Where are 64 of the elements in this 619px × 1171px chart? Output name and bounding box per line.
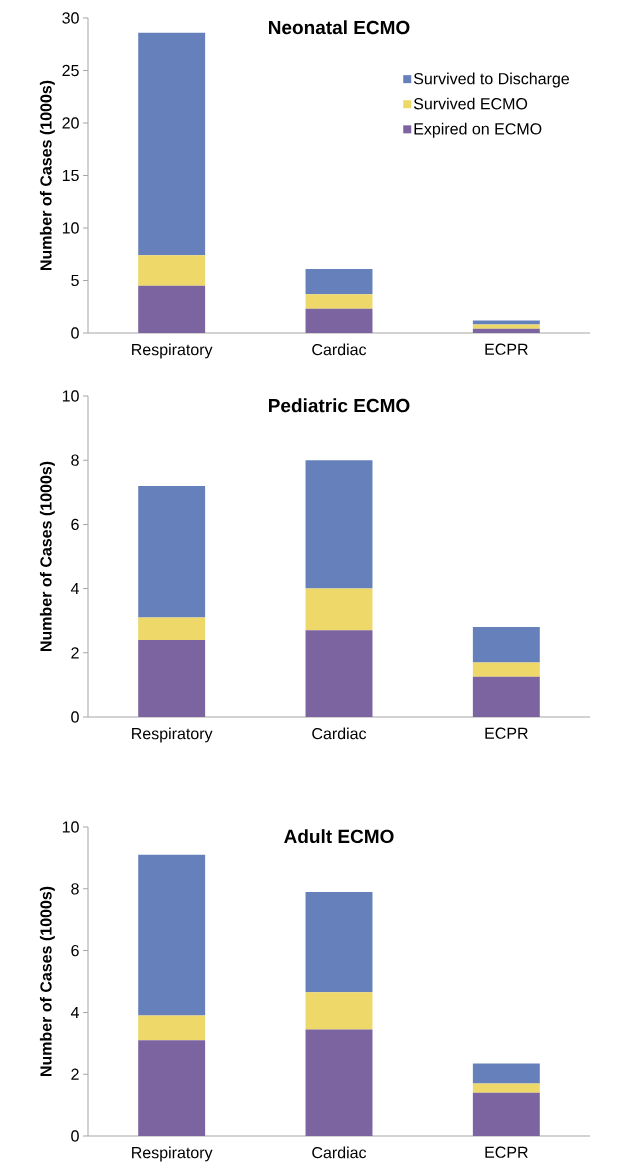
bar bbox=[472, 1063, 540, 1084]
chart-title: Adult ECMO bbox=[284, 829, 394, 844]
bar bbox=[138, 1015, 206, 1041]
bar bbox=[305, 1029, 373, 1136]
legend-label: Survived to Discharge bbox=[413, 72, 569, 88]
bar bbox=[472, 324, 540, 329]
bar bbox=[305, 308, 373, 333]
bar bbox=[305, 268, 373, 295]
x-tick-label: Respiratory bbox=[132, 343, 213, 359]
x-tick-label: Respiratory bbox=[132, 727, 213, 743]
y-tick-label: 4 bbox=[70, 583, 79, 595]
y-axis-title: Number of Cases (1000s) bbox=[39, 886, 55, 1077]
bar bbox=[472, 1092, 540, 1136]
bar bbox=[472, 676, 540, 717]
y-tick-label: 30 bbox=[62, 12, 79, 24]
y-tick-label: 8 bbox=[71, 454, 79, 466]
bar bbox=[472, 627, 540, 663]
y-tick-label: 10 bbox=[62, 821, 79, 833]
bar bbox=[472, 662, 540, 677]
bar bbox=[305, 460, 373, 589]
x-tick-label: Cardiac bbox=[312, 343, 367, 356]
bar bbox=[305, 630, 373, 717]
y-tick-label: 10 bbox=[62, 390, 79, 402]
legend-label: Survived ECMO bbox=[413, 97, 528, 110]
y-tick-label: 5 bbox=[71, 274, 79, 287]
x-tick-label: ECPR bbox=[485, 343, 528, 355]
y-tick-label: 25 bbox=[62, 64, 79, 77]
x-tick-label: ECPR bbox=[485, 727, 528, 739]
y-axis-title: Number of Cases (1000s) bbox=[39, 461, 55, 652]
y-tick-label: 15 bbox=[62, 169, 79, 182]
chart-title: Neonatal ECMO bbox=[269, 20, 410, 35]
legend-label: Expired on ECMO bbox=[414, 122, 542, 138]
bar bbox=[138, 617, 206, 640]
y-tick-label: 10 bbox=[62, 222, 79, 234]
y-tick-label: 2 bbox=[71, 647, 79, 659]
x-tick-label: ECPR bbox=[485, 1146, 528, 1158]
bar bbox=[305, 891, 373, 993]
bar bbox=[472, 328, 540, 333]
bar bbox=[138, 854, 206, 1016]
y-tick-label: 0 bbox=[71, 327, 79, 339]
bar bbox=[138, 32, 206, 256]
bar bbox=[138, 485, 206, 618]
y-tick-label: 20 bbox=[62, 117, 79, 129]
x-tick-label: Cardiac bbox=[312, 727, 367, 740]
y-tick-label: 6 bbox=[71, 518, 79, 531]
chart-title: Pediatric ECMO bbox=[269, 398, 410, 413]
x-tick-label: Respiratory bbox=[132, 1146, 213, 1162]
bar bbox=[138, 639, 206, 717]
x-tick-label: Cardiac bbox=[312, 1146, 367, 1159]
y-tick-label: 4 bbox=[70, 1006, 79, 1018]
bar bbox=[138, 255, 206, 286]
y-tick-label: 0 bbox=[71, 711, 79, 723]
bar bbox=[305, 294, 373, 309]
bar bbox=[472, 1083, 540, 1093]
bar bbox=[472, 320, 540, 325]
bar bbox=[138, 1040, 206, 1136]
y-tick-label: 8 bbox=[71, 883, 79, 895]
y-tick-label: 2 bbox=[71, 1068, 79, 1080]
y-tick-label: 0 bbox=[71, 1130, 79, 1142]
bar bbox=[138, 285, 206, 333]
y-axis-title: Number of Cases (1000s) bbox=[39, 80, 55, 271]
bar bbox=[305, 588, 373, 631]
y-tick-label: 6 bbox=[71, 944, 79, 957]
bar bbox=[305, 992, 373, 1030]
